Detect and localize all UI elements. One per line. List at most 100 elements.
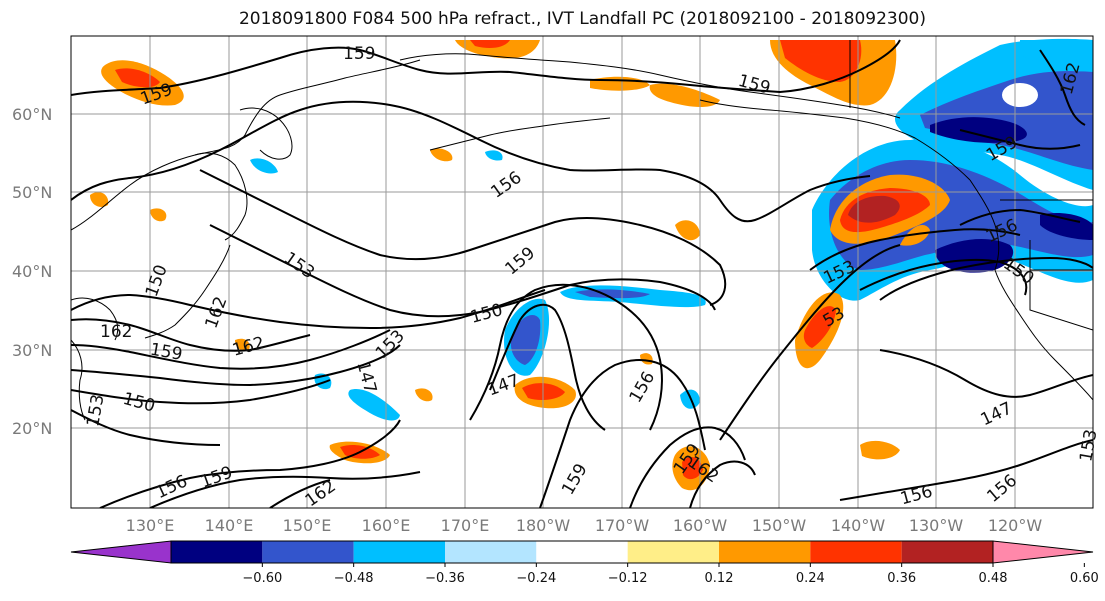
lon-label: 150°E: [283, 516, 332, 535]
positive-anomaly-bc: [900, 225, 930, 246]
lon-label: 180°W: [516, 516, 571, 535]
contour-159-mid: [199, 169, 727, 306]
negative-anomaly-alaska-dark: [920, 70, 1093, 170]
positive-anomaly-small-1: [415, 388, 433, 402]
coastline-korea: [71, 297, 119, 341]
negative-anomaly-central-pacific-dark: [575, 289, 650, 299]
contour-162-west: [71, 318, 311, 352]
lon-label: 130°E: [126, 516, 175, 535]
positive-anomaly-small-alaska: [1002, 83, 1038, 107]
negative-anomaly-pnw-core-2: [1040, 213, 1093, 240]
negative-anomaly-pnw-core: [935, 238, 1014, 273]
lon-label: 170°E: [441, 516, 490, 535]
contour-153-south: [71, 409, 221, 446]
negative-anomaly-alaska-core: [930, 117, 1027, 143]
positive-anomaly-east-central-red: [803, 306, 836, 348]
positive-anomaly-hawaii-south-red: [682, 456, 703, 480]
longitude-labels: 130°E 140°E 150°E 160°E 170°E 180°W 170°…: [126, 516, 1043, 535]
contour-153-east: [719, 244, 901, 441]
contour-159-center: [539, 359, 706, 508]
contour-147-east: [879, 349, 1093, 398]
colorbar-tick-label: −0.24: [516, 571, 556, 586]
contour-159-west: [71, 329, 391, 370]
positive-anomaly-small-5: [235, 338, 250, 351]
coastline-japan: [144, 244, 231, 339]
contour-150: [71, 289, 546, 330]
map-title: 2018091800 F084 500 hPa refract., IVT La…: [238, 9, 926, 29]
coastline-alaska-south: [699, 99, 971, 181]
contour-150-south: [71, 379, 331, 405]
colorbar-tick-label: −0.36: [425, 571, 465, 586]
map-frame: [70, 35, 1094, 509]
negative-anomaly-japan-coast: [250, 158, 278, 174]
lon-label: 170°W: [595, 516, 650, 535]
coastline-okhotsk: [239, 107, 293, 160]
negative-anomaly-dateline-dark: [510, 315, 541, 365]
lon-label: 130°W: [909, 516, 964, 535]
negative-anomaly-se-alaska: [1020, 40, 1093, 72]
contour-156-south: [99, 419, 401, 508]
contour-156-north: [71, 100, 871, 223]
lon-label: 160°W: [673, 516, 728, 535]
coastline-china: [71, 339, 86, 421]
lat-label: 50°N: [12, 183, 52, 202]
colorbar-segment: [901, 541, 993, 563]
latitude-labels: 60°N 50°N 40°N 30°N 20°N: [12, 105, 52, 438]
lon-label: 140°E: [205, 516, 254, 535]
positive-anomaly-mid-east: [675, 220, 700, 241]
coastline-bc: [969, 179, 1000, 271]
colorbar-segment: [445, 541, 537, 563]
colorbar-segment: [719, 541, 811, 563]
contour-label: 153: [1076, 428, 1101, 463]
lon-label: 120°W: [988, 516, 1043, 535]
colorbar-tick-label: −0.12: [608, 571, 648, 586]
colorbar-tick-label: −0.48: [334, 571, 374, 586]
contour-156-east: [879, 256, 1093, 301]
coastlines: [71, 40, 1093, 421]
coastline-alaska: [399, 53, 901, 119]
contour-147: [71, 344, 401, 387]
positive-anomaly-gulf-of-alaska-core: [848, 195, 900, 223]
colorbar-tick-label: 0.24: [796, 571, 825, 586]
colorbar-extension-low: [70, 540, 172, 564]
colorbar-extension-high: [992, 540, 1094, 564]
lat-label: 40°N: [12, 262, 52, 281]
positive-anomaly-bering-east: [649, 83, 720, 107]
lat-label: 20°N: [12, 419, 52, 438]
contour-159-north: [71, 39, 901, 96]
coastline-us-west: [994, 269, 1093, 401]
colorbar-segment: [262, 541, 354, 563]
height-contours: [71, 39, 1093, 508]
positive-anomaly-kamchatka-red: [115, 68, 160, 88]
coastline-aleutians: [429, 117, 611, 151]
positive-anomaly-west-japan: [90, 192, 109, 207]
coastline-kamchatka: [194, 152, 248, 241]
colorbar-segment: [171, 541, 263, 563]
colorbar-segment: [810, 541, 902, 563]
contour-159-ne: [959, 129, 1081, 150]
positive-anomaly-east-south: [860, 440, 900, 460]
contour-162-south: [269, 479, 331, 508]
contour-156-southeast: [839, 439, 1093, 501]
lon-label: 140°W: [831, 516, 886, 535]
colorbar-segment: [627, 541, 719, 563]
colorbar-outline: [170, 540, 994, 564]
graticule: [71, 36, 1093, 508]
contour-153-east-2: [809, 228, 1021, 271]
positive-anomaly-nw-corner-red: [470, 40, 510, 48]
contour-150-east: [859, 258, 1028, 296]
contour-162-ne: [1039, 49, 1086, 126]
colorbar-tick-label: 0.36: [887, 571, 916, 586]
positive-anomaly-small-2: [150, 208, 167, 222]
colorbar-tick-label: 0.60: [1070, 571, 1099, 586]
shaded-anomaly-fields: [90, 38, 1093, 491]
positive-anomaly-small-4: [430, 148, 453, 162]
coastline-asia: [71, 59, 421, 231]
border-states-1: [1029, 240, 1093, 331]
colorbar-tick-label: 0.12: [705, 571, 734, 586]
colorbar-segment: [536, 541, 628, 563]
lat-label: 60°N: [12, 105, 52, 124]
lon-label: 160°E: [362, 516, 411, 535]
negative-anomaly-kamchatka-south: [485, 150, 503, 161]
